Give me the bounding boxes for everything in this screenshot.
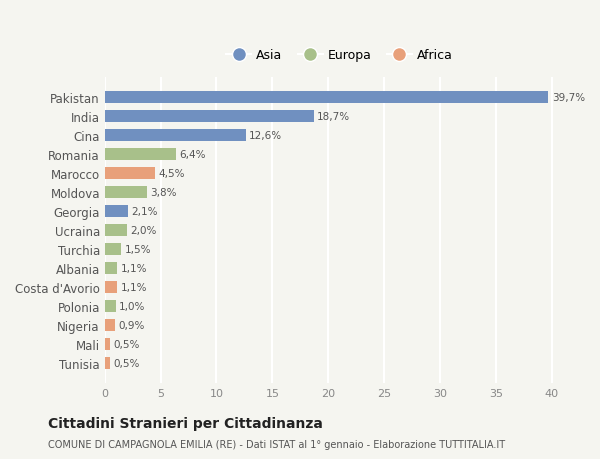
Bar xyxy=(105,357,110,369)
Bar xyxy=(105,91,548,104)
Text: Cittadini Stranieri per Cittadinanza: Cittadini Stranieri per Cittadinanza xyxy=(48,416,323,430)
Bar xyxy=(105,300,116,313)
Bar xyxy=(105,281,117,294)
Text: 18,7%: 18,7% xyxy=(317,112,350,122)
Bar xyxy=(105,168,155,180)
Text: 39,7%: 39,7% xyxy=(551,93,585,103)
Text: 1,1%: 1,1% xyxy=(121,263,147,274)
Text: 4,5%: 4,5% xyxy=(158,168,185,179)
Bar xyxy=(105,338,110,350)
Text: 0,9%: 0,9% xyxy=(118,320,145,330)
Text: 0,5%: 0,5% xyxy=(113,339,140,349)
Text: 1,1%: 1,1% xyxy=(121,282,147,292)
Bar xyxy=(105,129,245,142)
Text: 3,8%: 3,8% xyxy=(151,188,177,197)
Text: 12,6%: 12,6% xyxy=(249,131,282,140)
Legend: Asia, Europa, Africa: Asia, Europa, Africa xyxy=(221,44,457,67)
Text: 1,5%: 1,5% xyxy=(125,245,151,254)
Text: 0,5%: 0,5% xyxy=(113,358,140,368)
Bar xyxy=(105,111,314,123)
Text: 2,1%: 2,1% xyxy=(131,207,158,217)
Bar xyxy=(105,148,176,161)
Text: COMUNE DI CAMPAGNOLA EMILIA (RE) - Dati ISTAT al 1° gennaio - Elaborazione TUTTI: COMUNE DI CAMPAGNOLA EMILIA (RE) - Dati … xyxy=(48,440,505,449)
Text: 1,0%: 1,0% xyxy=(119,302,146,311)
Text: 2,0%: 2,0% xyxy=(130,225,157,235)
Bar xyxy=(105,186,147,199)
Bar xyxy=(105,262,117,274)
Bar xyxy=(105,319,115,331)
Bar xyxy=(105,243,121,256)
Bar xyxy=(105,224,127,237)
Text: 6,4%: 6,4% xyxy=(179,150,206,160)
Bar xyxy=(105,205,128,218)
